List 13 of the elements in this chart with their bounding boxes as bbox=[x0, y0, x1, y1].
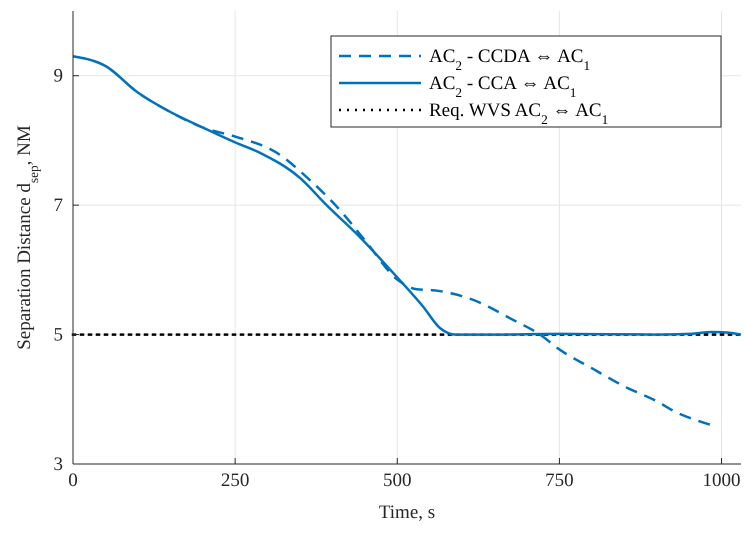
x-axis-title: Time, s bbox=[378, 502, 436, 523]
legend-label: AC$_{2}$ - CCA ⇔ AC$_{1}$ bbox=[429, 73, 576, 100]
x-tick-label: 250 bbox=[220, 470, 250, 491]
y-tick-label: 7 bbox=[54, 195, 63, 216]
x-tick-label: 750 bbox=[545, 470, 574, 491]
legend-label: AC$_{2}$ - CCDA ⇔ AC$_{1}$ bbox=[429, 46, 590, 72]
y-tick-label: 5 bbox=[54, 324, 63, 346]
x-tick-label: 1000 bbox=[702, 470, 741, 491]
y-tick-label: 9 bbox=[54, 66, 63, 87]
x-tick-label: 500 bbox=[383, 470, 412, 491]
x-tick-label: 0 bbox=[68, 470, 78, 491]
y-tick-label: 3 bbox=[54, 454, 63, 475]
legend-label: Req. WVS AC$_{2}$ ⇔ AC$_{1}$ bbox=[429, 100, 608, 126]
